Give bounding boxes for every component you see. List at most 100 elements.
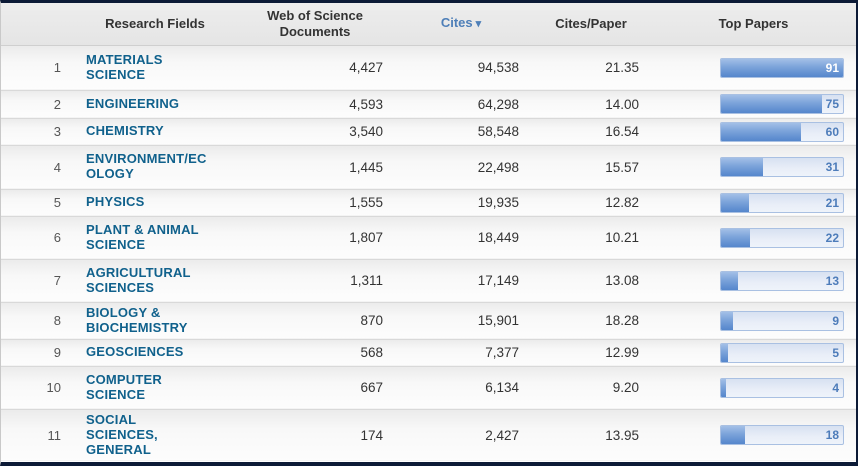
cites-per-paper-cell: 13.08 [531,258,651,302]
research-field-link[interactable]: PHYSICS [86,194,145,210]
research-field-cell: PHYSICS [71,188,239,216]
top-papers-bar-track: 4 [720,377,844,398]
cites-per-paper-cell: 12.99 [531,338,651,366]
top-papers-bar-track: 31 [720,157,844,177]
rank-cell: 10 [1,365,71,409]
research-field-link[interactable]: ENGINEERING [86,95,180,111]
top-papers-bar-track: 22 [720,227,844,248]
wos-documents-cell: 174 [239,408,391,461]
cites-per-paper-cell: 12.82 [531,188,651,216]
cites-cell: 6,134 [391,365,531,409]
top-papers-value: 18 [825,428,839,443]
research-field-cell: AGRICULTURAL SCIENCES [71,258,239,302]
top-papers-bar-fill [721,193,750,212]
wos-documents-cell: 4,427 [239,45,391,90]
top-papers-value: 60 [825,124,839,139]
research-field-cell: ENGINEERING [71,89,239,118]
top-papers-cell: 13 [651,258,856,302]
column-header-cites[interactable]: Cites ▾ [391,3,531,46]
wos-documents-cell: 3,540 [239,117,391,145]
research-field-link[interactable]: CHEMISTRY [86,123,164,139]
top-papers-bar-fill [721,228,751,247]
table-header-row: Research Fields Web of Science Documents… [1,3,856,46]
top-papers-bar-track: 13 [720,270,844,291]
top-papers-bar-fill [721,343,728,362]
table-row: 3 CHEMISTRY 3,540 58,548 16.54 60 [1,117,856,145]
top-papers-bar-fill [721,58,843,77]
research-fields-table: Research Fields Web of Science Documents… [1,3,856,461]
cites-cell: 64,298 [391,89,531,118]
table-row: 8 BIOLOGY & BIOCHEMISTRY 870 15,901 18.2… [1,301,856,339]
top-papers-value: 4 [832,380,839,395]
research-field-cell: ENVIRONMENT/ECOLOGY [71,144,239,189]
top-papers-bar-fill [721,158,763,176]
top-papers-value: 91 [825,60,839,75]
rank-cell: 9 [1,338,71,366]
top-papers-bar-track: 9 [720,310,844,331]
column-header-research-fields[interactable]: Research Fields [71,3,239,46]
research-field-link[interactable]: GEOSCIENCES [86,344,184,360]
column-header-rank [1,3,71,46]
rank-cell: 11 [1,408,71,461]
table-row: 6 PLANT & ANIMAL SCIENCE 1,807 18,449 10… [1,215,856,259]
top-papers-cell: 5 [651,338,856,366]
research-field-link[interactable]: SOCIAL SCIENCES, GENERAL [86,411,158,457]
rank-cell: 7 [1,258,71,302]
top-papers-bar-track: 18 [720,425,844,446]
table-row: 7 AGRICULTURAL SCIENCES 1,311 17,149 13.… [1,258,856,302]
cites-per-paper-cell: 13.95 [531,408,651,461]
rank-cell: 1 [1,45,71,90]
cites-per-paper-cell: 15.57 [531,144,651,189]
top-papers-bar-fill [721,378,727,397]
research-field-link[interactable]: AGRICULTURAL SCIENCES [86,264,191,295]
research-field-link[interactable]: MATERIALS SCIENCE [86,51,163,82]
cites-per-paper-cell: 18.28 [531,301,651,339]
cites-cell: 2,427 [391,408,531,461]
column-header-cites-per-paper[interactable]: Cites/Paper [531,3,651,46]
cites-per-paper-cell: 16.54 [531,117,651,145]
top-papers-value: 22 [825,230,839,245]
column-header-top-papers[interactable]: Top Papers [651,3,856,46]
research-field-link[interactable]: COMPUTER SCIENCE [86,371,162,402]
table-row: 1 MATERIALS SCIENCE 4,427 94,538 21.35 9… [1,45,856,90]
research-field-cell: SOCIAL SCIENCES, GENERAL [71,408,239,461]
rank-cell: 3 [1,117,71,145]
column-header-wos-documents[interactable]: Web of Science Documents [239,3,391,46]
top-papers-bar-track: 91 [720,57,844,78]
wos-documents-cell: 4,593 [239,89,391,118]
cites-per-paper-cell: 9.20 [531,365,651,409]
top-papers-cell: 91 [651,45,856,90]
wos-documents-cell: 1,555 [239,188,391,216]
top-papers-cell: 4 [651,365,856,409]
top-papers-bar-fill [721,426,746,445]
top-papers-bar-track: 75 [720,94,844,114]
rank-cell: 8 [1,301,71,339]
cites-cell: 58,548 [391,117,531,145]
top-papers-bar-fill [721,311,734,330]
wos-documents-cell: 568 [239,338,391,366]
top-papers-bar-fill [721,95,822,113]
rank-cell: 2 [1,89,71,118]
table-row: 2 ENGINEERING 4,593 64,298 14.00 75 [1,89,856,118]
top-papers-value: 5 [832,345,839,360]
research-field-cell: MATERIALS SCIENCE [71,45,239,90]
sort-descending-icon: ▾ [475,18,482,31]
top-papers-value: 75 [825,97,839,111]
rank-cell: 5 [1,188,71,216]
cites-cell: 18,449 [391,215,531,259]
top-papers-value: 31 [825,160,839,174]
wos-documents-cell: 1,445 [239,144,391,189]
table-row: 4 ENVIRONMENT/ECOLOGY 1,445 22,498 15.57… [1,144,856,189]
research-field-link[interactable]: PLANT & ANIMAL SCIENCE [86,221,199,252]
research-field-link[interactable]: BIOLOGY & BIOCHEMISTRY [86,304,188,335]
top-papers-cell: 9 [651,301,856,339]
research-field-cell: PLANT & ANIMAL SCIENCE [71,215,239,259]
research-field-link[interactable]: ENVIRONMENT/ECOLOGY [86,151,207,181]
top-papers-bar-fill [721,122,802,141]
wos-documents-cell: 870 [239,301,391,339]
top-papers-cell: 31 [651,144,856,189]
rank-cell: 6 [1,215,71,259]
rank-cell: 4 [1,144,71,189]
research-field-cell: GEOSCIENCES [71,338,239,366]
